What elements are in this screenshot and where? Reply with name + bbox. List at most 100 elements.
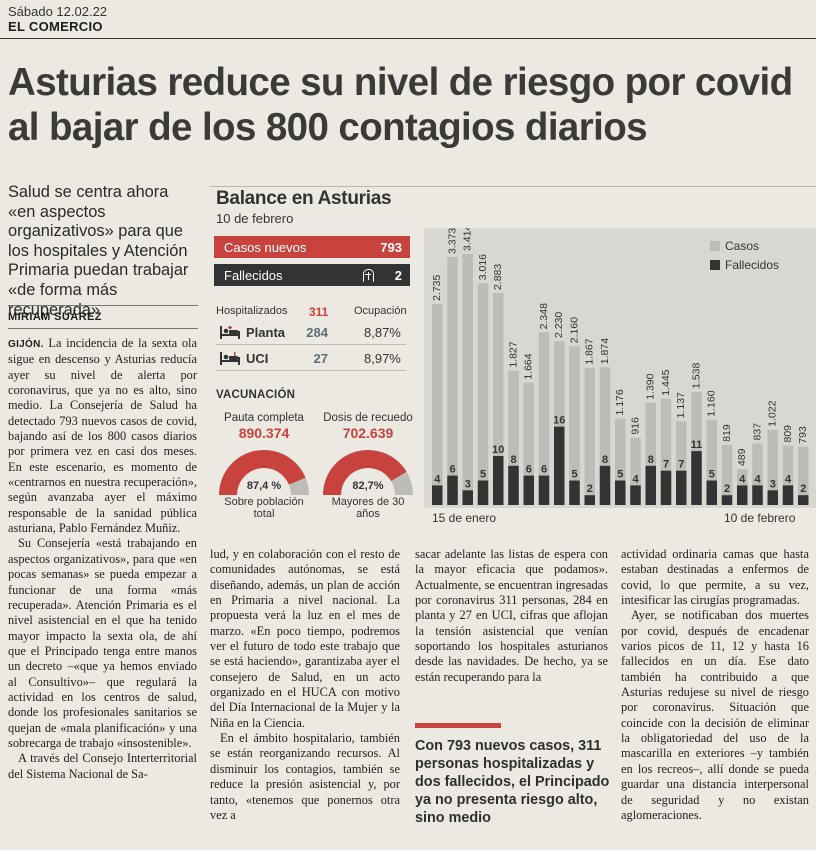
bar-deaths (676, 470, 687, 505)
infographic: Balance en Asturias 10 de febrero Casos … (210, 184, 816, 529)
bar-deaths (721, 495, 733, 505)
bar-label-cases: 1.137 (675, 392, 687, 418)
legend-label: Fallecidos (725, 257, 780, 272)
body-paragraph: A través del Consejo Interterritorial de… (8, 751, 197, 781)
bar-cases (523, 382, 534, 505)
bar-cases (508, 370, 519, 505)
bar-label-cases: 2.230 (553, 312, 565, 338)
legend-swatch (710, 240, 720, 251)
bar-label-deaths: 7 (678, 459, 684, 471)
bar-label-deaths: 10 (492, 444, 504, 456)
body-column-4: actividad ordinaria camas que hasta esta… (621, 547, 809, 823)
bar-deaths (752, 485, 763, 505)
full-vaccination: Pauta completa 890.374 (216, 412, 312, 441)
bar-label-cases: 3.373 (446, 228, 458, 254)
icu-value: 27 (313, 351, 328, 366)
bar-label-cases: 3.414 (462, 228, 474, 251)
occupancy-label: Ocupación (354, 305, 407, 317)
new-cases-label: Casos nuevos (224, 239, 307, 255)
booster-caption: Mayores de 30 años (331, 496, 405, 520)
byline-rule (8, 328, 198, 329)
bar-label-deaths: 8 (510, 454, 516, 466)
bar-label-deaths: 2 (800, 483, 806, 495)
bar-cases (584, 367, 595, 505)
bar-deaths (554, 426, 565, 505)
body-paragraph: GIJÓN. La incidencia de la sexta ola sig… (8, 336, 197, 536)
body-paragraph: En el ámbito hospitalario, también se es… (210, 731, 400, 822)
bar-deaths (737, 485, 748, 505)
legend-item-cases: Casos (710, 236, 779, 255)
subheadline: Salud se centra ahora «en aspectos organ… (8, 183, 189, 319)
bar-label-deaths: 4 (739, 473, 746, 485)
bar-deaths (706, 480, 717, 505)
bar-label-cases: 2.735 (431, 274, 443, 300)
hospitalized-value: 311 (309, 305, 329, 319)
ward-label: Planta (246, 325, 286, 340)
daily-chart: 2.735 4 3.373 6 3.414 3 3.016 5 2.883 10 1.827 8 1.6… (424, 228, 816, 528)
bar-label-deaths: 3 (770, 478, 776, 490)
bar-deaths (569, 480, 580, 505)
bar-deaths (599, 465, 611, 505)
new-cases-bar: Casos nuevos 793 (214, 236, 410, 258)
body-paragraph: sacar adelante las listas de espera con … (415, 547, 608, 684)
icu-bed-icon (220, 352, 240, 365)
bar-label-deaths: 16 (553, 415, 565, 427)
bar-label-deaths: 6 (541, 464, 547, 476)
booster-gauge (323, 450, 413, 495)
bar-label-cases: 1.176 (614, 389, 626, 415)
bar-cases (462, 254, 473, 505)
bar-deaths (477, 480, 489, 505)
chart-legend: Casos Fallecidos (710, 236, 779, 274)
hospitalized-label: Hospitalizados (216, 305, 288, 317)
pullquote: Con 793 nuevos casos, 311 personas hospi… (415, 738, 610, 826)
bar-deaths (630, 485, 641, 505)
bar-cases (660, 398, 672, 505)
newspaper-name: EL COMERCIO (8, 19, 103, 34)
x-axis-start-label: 15 de enero (432, 511, 497, 525)
bar-label-deaths: 5 (709, 469, 715, 481)
infographic-title: Balance en Asturias (216, 188, 392, 209)
bar-deaths (782, 485, 794, 505)
full-vaccination-label: Pauta completa (224, 412, 304, 424)
hospitalized-header: Hospitalizados 311 Ocupación (216, 305, 407, 319)
bar-deaths (447, 475, 458, 505)
bar-label-deaths: 4 (434, 473, 441, 485)
full-vaccination-value: 890.374 (238, 425, 290, 441)
gauge-fill (323, 450, 407, 495)
bar-label-deaths: 5 (480, 469, 486, 481)
bar-label-cases: 489 (736, 448, 748, 466)
bar-deaths (767, 490, 778, 505)
bar-label-cases: 1.445 (660, 369, 672, 395)
bar-deaths (798, 495, 809, 505)
bar-label-deaths: 4 (632, 473, 639, 485)
bar-label-deaths: 4 (785, 473, 792, 485)
x-axis-end-label: 10 de febrero (724, 511, 796, 525)
body-column-1: GIJÓN. La incidencia de la sexta ola sig… (8, 336, 197, 782)
bar-cases (798, 446, 809, 505)
byline-rule (8, 305, 198, 306)
bar-label-deaths: 2 (587, 483, 593, 495)
body-paragraph: Ayer, se notificaban dos muertes por cov… (621, 608, 809, 822)
bar-deaths (645, 465, 656, 505)
bar-label-deaths: 6 (449, 464, 455, 476)
bar-cases (721, 444, 733, 505)
icu-occupancy: 8,97% (364, 351, 401, 366)
bar-label-cases: 1.867 (584, 338, 596, 364)
bar-deaths (523, 475, 534, 505)
infographic-date: 10 de febrero (216, 211, 294, 226)
bar-label-cases: 2.348 (538, 303, 550, 329)
body-column-2: lud, y en colaboración con el resto de c… (210, 547, 400, 823)
bar-cases (569, 346, 580, 505)
bar-cases (538, 332, 550, 505)
icu-label: UCI (246, 351, 269, 366)
bar-label-deaths: 11 (691, 439, 703, 451)
bar-cases (676, 421, 687, 505)
icu-row: UCI 27 8,97% (216, 347, 406, 371)
body-paragraph: Su Consejería «está trabajando en aspect… (8, 536, 197, 750)
ward-occupancy: 8,87% (364, 325, 401, 340)
bar-deaths (660, 470, 672, 505)
masthead: Sábado 12.02.22 EL COMERCIO (8, 4, 107, 34)
bar-cases (477, 283, 489, 505)
bar-cases (752, 443, 763, 505)
bar-label-cases: 793 (797, 426, 809, 444)
